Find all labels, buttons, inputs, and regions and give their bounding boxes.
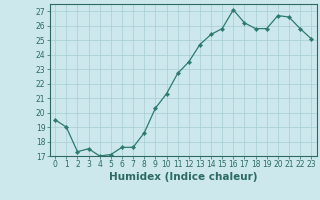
X-axis label: Humidex (Indice chaleur): Humidex (Indice chaleur) [109, 172, 258, 182]
